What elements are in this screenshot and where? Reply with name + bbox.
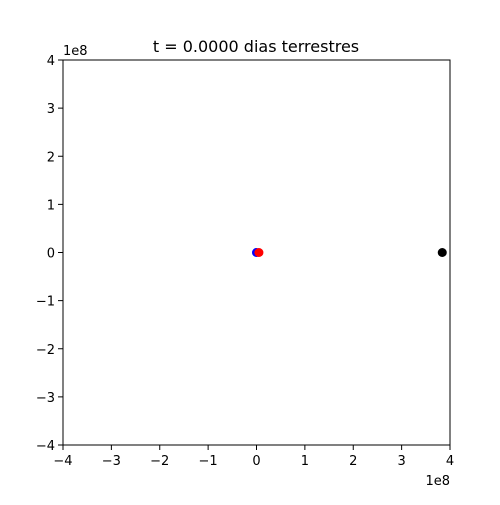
x-tick-label: 0	[252, 454, 260, 469]
y-tick-label: −1	[36, 295, 55, 310]
y-tick-label: 3	[47, 102, 55, 117]
y-tick-label: −4	[36, 439, 55, 454]
data-point	[254, 248, 264, 257]
x-tick-label: 4	[446, 454, 454, 469]
data-points	[252, 248, 447, 257]
x-tick-label: 3	[397, 454, 405, 469]
x-tick-label: −4	[53, 454, 72, 469]
x-axis: −4 −3 −2 −1 0 1 2 3 4	[53, 445, 454, 469]
y-axis-scale-label: 1e8	[63, 44, 88, 59]
x-tick-label: 1	[301, 454, 309, 469]
x-tick-label: −2	[150, 454, 169, 469]
y-tick-label: 0	[47, 247, 55, 262]
x-tick-label: −1	[199, 454, 218, 469]
y-tick-label: −2	[36, 343, 55, 358]
x-tick-label: −3	[102, 454, 121, 469]
y-tick-label: −3	[36, 391, 55, 406]
x-axis-scale-label: 1e8	[425, 474, 450, 489]
data-point	[437, 248, 447, 257]
y-tick-label: 2	[47, 150, 55, 165]
y-tick-label: 1	[47, 198, 55, 213]
y-axis: −4 −3 −2 −1 0 1 2 3 4	[36, 54, 63, 454]
chart-title: t = 0.0000 dias terrestres	[153, 37, 359, 56]
y-tick-label: 4	[47, 54, 55, 69]
x-tick-label: 2	[349, 454, 357, 469]
